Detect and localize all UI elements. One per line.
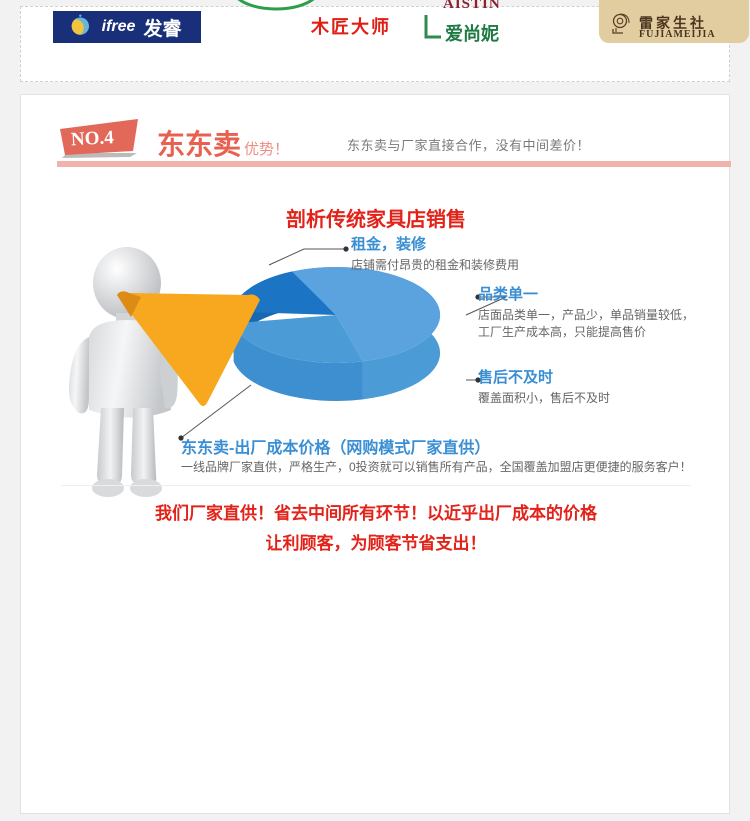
svg-text:NO.4: NO.4 — [70, 127, 114, 150]
svg-text:AISTIN: AISTIN — [443, 0, 501, 12]
svg-text:爱尚妮: 爱尚妮 — [445, 23, 499, 44]
